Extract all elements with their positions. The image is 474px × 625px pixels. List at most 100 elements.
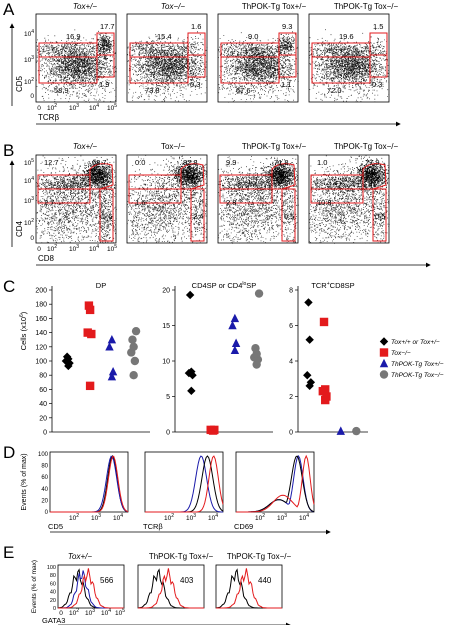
data-point-diamond <box>306 378 316 387</box>
row-a-main-population-path <box>310 36 389 95</box>
row-b-cd4sp-band <box>36 167 115 199</box>
panel-letter-e: E <box>3 543 15 562</box>
row-a-y-tick: 0 <box>30 93 34 100</box>
row-b-y-tick: 105 <box>24 158 34 167</box>
y-tick-label: 20 <box>39 415 47 422</box>
row-e-header-2: ThPOK-Tg Tox+/− <box>148 552 214 561</box>
row-a-plot-frame <box>35 13 117 103</box>
row-b-diagonal-events-path <box>309 155 390 244</box>
y-tick-label: 120 <box>35 344 47 351</box>
red-curve <box>236 454 315 513</box>
data-point-circle <box>251 344 260 353</box>
row-b-cd4sp-band <box>218 168 299 201</box>
y-tick-label: 0 <box>43 430 47 437</box>
row-b-gate-value-dp: 68.7 <box>92 158 107 167</box>
row-a-x-tick: 103 <box>69 103 79 112</box>
row-b-plot-4: 1.0 77.9 10.8 0.5 <box>308 154 390 244</box>
row-a-gate-value-tcrhi: 9.3 <box>282 22 292 31</box>
x-tick: 104 <box>208 513 218 522</box>
row-b-gate-value-cd4lo: 2.8 <box>226 198 236 207</box>
row-a-header-4: ThPOK-Tg Tox−/− <box>333 2 399 11</box>
histogram-e-1: 566 <box>57 564 125 609</box>
x-tick: 103 <box>186 513 196 522</box>
row-b-gate-cd4lo <box>219 188 273 204</box>
y-tick-label: 180 <box>35 302 47 309</box>
row-a-gate-value-cd5hi: 9.0 <box>248 32 258 41</box>
row-a-main-population <box>127 31 208 95</box>
data-point-triangle <box>107 371 117 381</box>
row-d-y-tick: 100 <box>38 452 49 458</box>
row-b-gate-value-cd8sp: 5.6 <box>102 212 112 221</box>
row-b-gate-value-cd4sp: 0.0 <box>135 158 145 167</box>
y-axis-label: Cells (x106) <box>19 311 28 350</box>
data-point-diamond <box>187 367 196 376</box>
cell-count-plot-2: 0 5 10 15 20 CD4SP or CD4loSP <box>162 281 273 437</box>
y-tick-label: 60 <box>39 387 47 394</box>
data-point-circle <box>128 335 137 344</box>
row-e-y-tick: 20 <box>50 598 56 604</box>
y-tick-label: 15 <box>162 323 170 330</box>
row-a-gate-value-tcrhi: 1.6 <box>191 22 201 31</box>
row-a-cd5hi-band-path <box>36 35 116 68</box>
row-b-gate-cd8sp <box>281 188 296 242</box>
data-point-diamond <box>187 386 196 396</box>
row-a-y-tick: 102 <box>24 77 34 86</box>
chart-title: CD4SP or CD4loSP <box>192 281 257 290</box>
row-b-gate-value-dp: 82.8 <box>183 158 198 167</box>
row-a-x-tick: 102 <box>47 103 57 112</box>
red-curve <box>58 568 124 609</box>
row-e-y-axis-label: Events (% of max) <box>31 560 38 613</box>
row-e-x-tick: 104 <box>101 608 111 617</box>
histogram-d-1: 102 103 104 CD5 <box>48 451 129 531</box>
y-tick-label: 200 <box>35 288 47 295</box>
row-a-header-3: ThPOK-Tg Tox+/− <box>241 2 307 11</box>
panel-letter-b: B <box>3 141 15 160</box>
row-b-gate-value-cd4sp: 1.0 <box>317 158 327 167</box>
row-e-x-tick: 0 <box>59 610 63 617</box>
row-b-x-tick: 0 <box>37 246 41 253</box>
panel-letter-a: A <box>3 0 15 19</box>
row-b-plot-1: 12.7 68.7 2.7 5.6 <box>35 154 117 244</box>
gata3-mfi-value: 566 <box>100 576 114 585</box>
gata3-mfi-value: 403 <box>180 576 194 585</box>
y-tick-label: 0 <box>289 430 293 437</box>
row-a-gate-value-cd5lo: 73.8 <box>145 86 160 95</box>
row-a-gate-value-cd5lo: 67.6 <box>236 86 251 95</box>
row-a-tcrhi-population-path <box>276 31 296 58</box>
y-tick-label: 8 <box>289 288 293 295</box>
row-a-x-tick: 104 <box>89 103 99 112</box>
data-point-square <box>85 305 95 315</box>
row-e-x-tick: 103 <box>85 608 95 617</box>
row-b-gate-value-cd4sp: 9.9 <box>226 158 236 167</box>
row-e-y-tick: 40 <box>50 590 56 596</box>
row-a-y-tick: 103 <box>24 55 34 64</box>
x-tick: 104 <box>113 513 123 522</box>
cell-count-plot-3: 0 2 4 6 8 TCR+CD8SP <box>289 281 368 437</box>
data-point-diamond <box>304 298 313 307</box>
row-a-main-population <box>219 38 299 95</box>
row-a-cd5hi-band <box>36 35 116 68</box>
row-d-y-tick: 0 <box>45 510 49 516</box>
data-point-triangle <box>231 338 241 347</box>
legend-label: Tox−/− <box>391 350 411 357</box>
x-tick: 103 <box>91 513 101 522</box>
row-a-gate-tcrhi-cd5lo <box>369 54 388 78</box>
row-e-y-tick: 80 <box>50 573 56 579</box>
x-axis-label: TCRβ <box>143 522 163 531</box>
row-b-gate-dp <box>180 163 205 190</box>
row-b-flow-plots: 12.7 68.7 2.7 5.6 0.0 82.8 1.6 2.4 9.9 71.8 2.8 0.5… <box>9 154 431 268</box>
row-a-gate-tcrhi-cd5lo <box>187 54 206 78</box>
row-a-plot-3: 9.0 9.3 67.6 1.1 <box>217 13 299 103</box>
red-curve <box>216 568 282 609</box>
row-a-tcrhi-population <box>276 31 296 58</box>
row-b-x-axis-label: CD8 <box>38 254 55 263</box>
x-axis-label: CD69 <box>234 522 253 531</box>
row-a-y-axis-label: CD5 <box>15 75 24 92</box>
row-b-cd4sp-band-path <box>310 167 388 200</box>
row-b-x-tick: 105 <box>107 244 117 253</box>
y-tick-label: 40 <box>39 401 47 408</box>
y-tick-label: 10 <box>162 359 170 366</box>
row-b-header-4: ThPOK-Tg Tox−/− <box>333 142 399 151</box>
legend-marker-diamond <box>379 337 389 346</box>
